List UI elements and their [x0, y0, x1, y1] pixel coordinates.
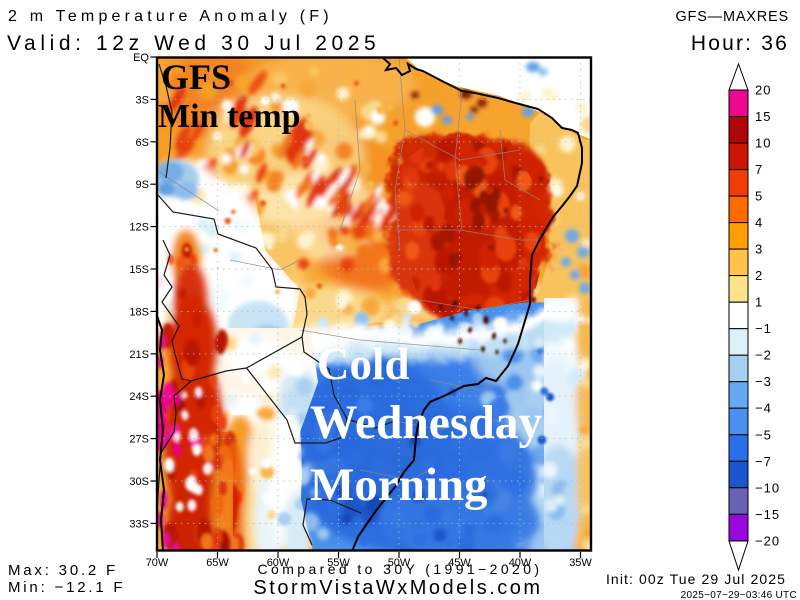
svg-text:Morning: Morning	[310, 459, 488, 511]
svg-text:Compared to 30Y (1991−2020): Compared to 30Y (1991−2020)	[258, 561, 543, 577]
svg-text:Min: −12.1 F: Min: −12.1 F	[8, 579, 125, 596]
svg-text:40W: 40W	[509, 557, 532, 569]
svg-text:GFS: GFS	[161, 57, 231, 97]
svg-text:20: 20	[755, 83, 771, 98]
svg-text:1: 1	[755, 295, 763, 310]
svg-text:−1: −1	[755, 321, 772, 336]
svg-text:7: 7	[755, 162, 763, 177]
svg-text:27S: 27S	[129, 434, 149, 446]
svg-text:4: 4	[755, 215, 763, 230]
svg-text:35W: 35W	[569, 557, 592, 569]
svg-text:Init: 00z Tue 29 Jul 2025: Init: 00z Tue 29 Jul 2025	[606, 571, 786, 587]
svg-text:70W: 70W	[146, 557, 169, 569]
svg-text:9S: 9S	[136, 179, 149, 191]
svg-text:−20: −20	[755, 533, 780, 548]
svg-text:Max: 30.2 F: Max: 30.2 F	[8, 562, 118, 579]
svg-text:10: 10	[755, 136, 771, 151]
svg-text:45W: 45W	[448, 557, 471, 569]
svg-text:65W: 65W	[206, 557, 229, 569]
svg-text:−3: −3	[755, 374, 772, 389]
svg-text:−15: −15	[755, 507, 780, 522]
svg-text:EQ: EQ	[133, 52, 149, 64]
svg-text:−5: −5	[755, 427, 772, 442]
svg-text:Wednesday: Wednesday	[310, 397, 543, 449]
svg-text:60W: 60W	[267, 557, 290, 569]
svg-text:33S: 33S	[129, 518, 149, 530]
svg-text:3: 3	[755, 242, 763, 257]
svg-text:3S: 3S	[136, 94, 149, 106]
svg-text:12S: 12S	[129, 222, 149, 234]
svg-text:Valid: 12z Wed 30 Jul 2025: Valid: 12z Wed 30 Jul 2025	[7, 32, 380, 55]
svg-text:55W: 55W	[327, 557, 350, 569]
svg-text:GFS—MAXRES: GFS—MAXRES	[675, 9, 789, 25]
svg-text:18S: 18S	[129, 306, 149, 318]
svg-text:StormVistaWxModels.com: StormVistaWxModels.com	[253, 577, 542, 599]
svg-text:−4: −4	[755, 401, 772, 416]
svg-text:−10: −10	[755, 480, 780, 495]
svg-text:5: 5	[755, 189, 763, 204]
svg-text:2 m Temperature Anomaly (F): 2 m Temperature Anomaly (F)	[8, 8, 333, 25]
svg-text:−7: −7	[755, 454, 772, 469]
svg-text:Min temp: Min temp	[158, 98, 301, 135]
svg-text:Cold: Cold	[317, 339, 410, 389]
svg-text:15S: 15S	[129, 264, 149, 276]
svg-text:24S: 24S	[129, 391, 149, 403]
svg-text:2: 2	[755, 268, 763, 283]
svg-text:Hour: 36: Hour: 36	[691, 32, 789, 55]
svg-text:−2: −2	[755, 348, 772, 363]
svg-text:30S: 30S	[129, 476, 149, 488]
svg-text:6S: 6S	[136, 137, 149, 149]
svg-text:2025−07−29−03:46 UTC: 2025−07−29−03:46 UTC	[681, 590, 797, 600]
svg-text:50W: 50W	[388, 557, 411, 569]
svg-text:21S: 21S	[129, 349, 149, 361]
svg-text:15: 15	[755, 109, 771, 124]
